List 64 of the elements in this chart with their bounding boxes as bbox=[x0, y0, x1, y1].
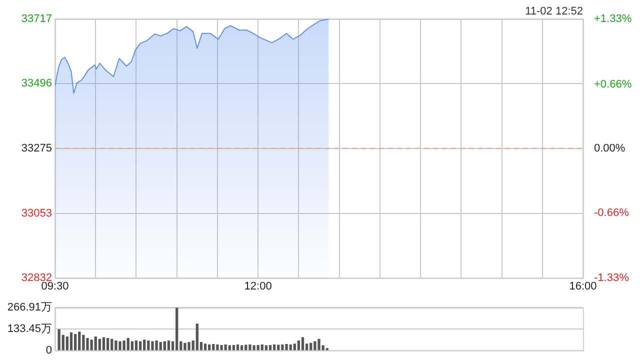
bar bbox=[184, 342, 186, 350]
bar bbox=[159, 342, 162, 350]
y-tick-label: 0 bbox=[46, 344, 52, 356]
y2-tick-label: +0.66% bbox=[594, 78, 632, 90]
bar bbox=[310, 342, 312, 350]
x-tick-label: 12:00 bbox=[244, 280, 272, 293]
bar bbox=[106, 338, 110, 350]
bar bbox=[260, 344, 264, 350]
y-tick-label: 266.91万 bbox=[7, 302, 52, 314]
bar bbox=[212, 344, 215, 350]
y2-tick-label: 0.00% bbox=[594, 142, 626, 155]
bar bbox=[94, 336, 97, 350]
bar bbox=[293, 344, 296, 350]
y-tick-label: 33717 bbox=[21, 13, 52, 26]
bar bbox=[204, 344, 207, 350]
bar bbox=[216, 344, 219, 350]
bar bbox=[155, 340, 158, 350]
bar bbox=[208, 344, 211, 350]
y-tick-label: 133.45万 bbox=[7, 323, 52, 336]
bar bbox=[122, 340, 126, 350]
bar bbox=[272, 344, 276, 350]
bar bbox=[110, 338, 114, 350]
bar bbox=[151, 341, 154, 350]
bar bbox=[289, 344, 292, 350]
y-tick-label: 33275 bbox=[21, 142, 52, 154]
bar bbox=[58, 329, 60, 350]
bar bbox=[82, 334, 85, 350]
bar bbox=[256, 344, 260, 350]
bar bbox=[285, 344, 288, 350]
bar bbox=[90, 340, 93, 350]
bar bbox=[70, 332, 73, 350]
bar bbox=[78, 332, 81, 350]
bar bbox=[86, 338, 89, 350]
y2-tick-label: +1.33% bbox=[594, 13, 632, 26]
y2-tick-label: -0.66% bbox=[594, 206, 630, 219]
bar bbox=[126, 338, 130, 350]
x-tick-label: 09:30 bbox=[41, 280, 69, 293]
x-tick-label: 16:00 bbox=[569, 280, 597, 293]
bar bbox=[176, 308, 178, 350]
y-tick-label: 33496 bbox=[21, 78, 52, 90]
bar bbox=[248, 344, 252, 350]
bar bbox=[98, 338, 102, 350]
bar bbox=[118, 341, 122, 350]
bar bbox=[167, 340, 170, 350]
y-tick-label: 33053 bbox=[21, 207, 52, 220]
bar bbox=[297, 340, 300, 350]
bar bbox=[236, 344, 240, 350]
bar bbox=[74, 334, 77, 350]
bar bbox=[318, 338, 320, 350]
text: 11-02 12:52 bbox=[525, 6, 583, 18]
bar bbox=[66, 336, 69, 350]
bar bbox=[314, 341, 316, 350]
bar bbox=[102, 337, 106, 350]
bar bbox=[196, 324, 198, 350]
bar bbox=[143, 340, 146, 350]
bar bbox=[147, 340, 150, 350]
bar bbox=[301, 337, 304, 350]
bar bbox=[224, 344, 227, 350]
bar bbox=[220, 344, 223, 350]
bar bbox=[188, 342, 190, 350]
bar bbox=[252, 345, 256, 350]
bar bbox=[134, 340, 138, 350]
bar bbox=[114, 340, 118, 350]
bar bbox=[281, 344, 284, 350]
